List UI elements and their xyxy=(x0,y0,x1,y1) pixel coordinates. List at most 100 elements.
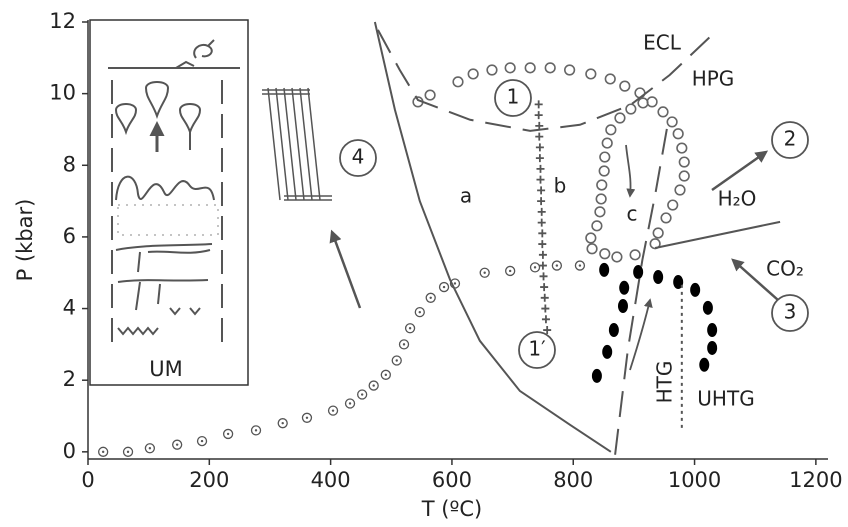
point xyxy=(702,300,713,315)
annotation: H₂O xyxy=(718,187,757,211)
point xyxy=(537,207,546,216)
annotation: b xyxy=(554,174,567,198)
point-dot xyxy=(429,296,432,300)
point xyxy=(541,315,550,324)
annotation: 3 xyxy=(784,300,797,324)
y-tick-label: 8 xyxy=(63,152,76,176)
annotation: HTG xyxy=(653,361,677,404)
annotation: 1′ xyxy=(528,337,546,361)
x-tick-label: 0 xyxy=(81,468,94,492)
point xyxy=(707,340,718,355)
annotation: 1 xyxy=(507,85,520,109)
point xyxy=(535,143,544,152)
point-dot xyxy=(402,343,406,346)
point xyxy=(538,229,547,238)
point xyxy=(543,326,552,335)
point xyxy=(540,283,549,292)
point xyxy=(591,368,602,383)
point xyxy=(676,142,688,154)
point xyxy=(608,323,619,338)
annotation-circle xyxy=(771,121,809,159)
annotation-circle xyxy=(339,139,377,177)
point xyxy=(637,97,649,109)
point-dot xyxy=(418,310,421,314)
point-dot xyxy=(305,416,309,420)
point xyxy=(619,280,630,295)
point xyxy=(617,299,628,314)
point xyxy=(633,265,644,280)
point xyxy=(504,62,516,74)
point-dot xyxy=(555,264,559,267)
point xyxy=(604,73,616,85)
point xyxy=(486,64,498,76)
point xyxy=(666,116,678,128)
annotation: UHTG xyxy=(697,387,754,411)
point-dot xyxy=(508,269,512,273)
point xyxy=(599,151,611,163)
point xyxy=(594,206,606,218)
point-dot xyxy=(281,421,284,425)
point xyxy=(535,132,544,141)
annotation: 2 xyxy=(784,127,797,151)
point xyxy=(707,323,718,338)
point-dot xyxy=(101,450,105,454)
point-dot xyxy=(395,359,398,362)
curve xyxy=(373,21,612,453)
point xyxy=(599,262,610,277)
point xyxy=(424,89,436,101)
y-tick-label: 6 xyxy=(63,224,76,248)
point xyxy=(673,275,684,290)
x-tick-label: 400 xyxy=(311,468,351,492)
point xyxy=(467,68,479,80)
point xyxy=(596,179,608,191)
annotation-circle xyxy=(518,331,556,369)
x-tick-label: 1200 xyxy=(789,468,842,492)
y-tick-label: 10 xyxy=(49,81,76,105)
point-dot xyxy=(372,384,375,387)
point xyxy=(537,186,546,195)
curve xyxy=(654,220,781,250)
curve xyxy=(614,119,670,455)
point-dot xyxy=(533,266,537,269)
point xyxy=(678,156,690,168)
point-dot xyxy=(442,285,446,289)
point xyxy=(602,344,613,359)
point-dot xyxy=(408,327,412,330)
point xyxy=(674,184,686,196)
point xyxy=(629,249,641,261)
point xyxy=(452,76,464,88)
point xyxy=(537,197,546,206)
annotation: CO₂ xyxy=(766,257,804,281)
point xyxy=(539,272,548,281)
point-dot xyxy=(483,271,486,274)
point xyxy=(690,282,701,297)
point xyxy=(591,220,603,232)
inset-label: UM xyxy=(149,357,183,381)
point xyxy=(625,103,637,115)
point xyxy=(611,251,623,263)
point xyxy=(653,270,664,285)
point-dot xyxy=(226,432,230,436)
y-tick-label: 12 xyxy=(49,9,76,33)
point xyxy=(538,250,547,259)
point xyxy=(538,261,547,270)
point xyxy=(699,357,710,372)
annotation: c xyxy=(627,202,638,226)
point xyxy=(586,243,598,255)
point-dot xyxy=(126,450,130,454)
point xyxy=(536,164,545,173)
x-axis-label: T (ºC) xyxy=(421,497,482,521)
point-dot xyxy=(148,447,152,450)
point xyxy=(672,128,684,140)
y-tick-label: 4 xyxy=(63,296,76,320)
annotation-circle xyxy=(771,294,809,332)
point-dot xyxy=(200,439,204,443)
point xyxy=(605,124,617,136)
point xyxy=(619,80,631,92)
point xyxy=(540,293,549,302)
point xyxy=(660,212,672,224)
x-tick-label: 200 xyxy=(189,468,229,492)
point-dot xyxy=(384,373,388,377)
point-dot xyxy=(348,402,352,405)
